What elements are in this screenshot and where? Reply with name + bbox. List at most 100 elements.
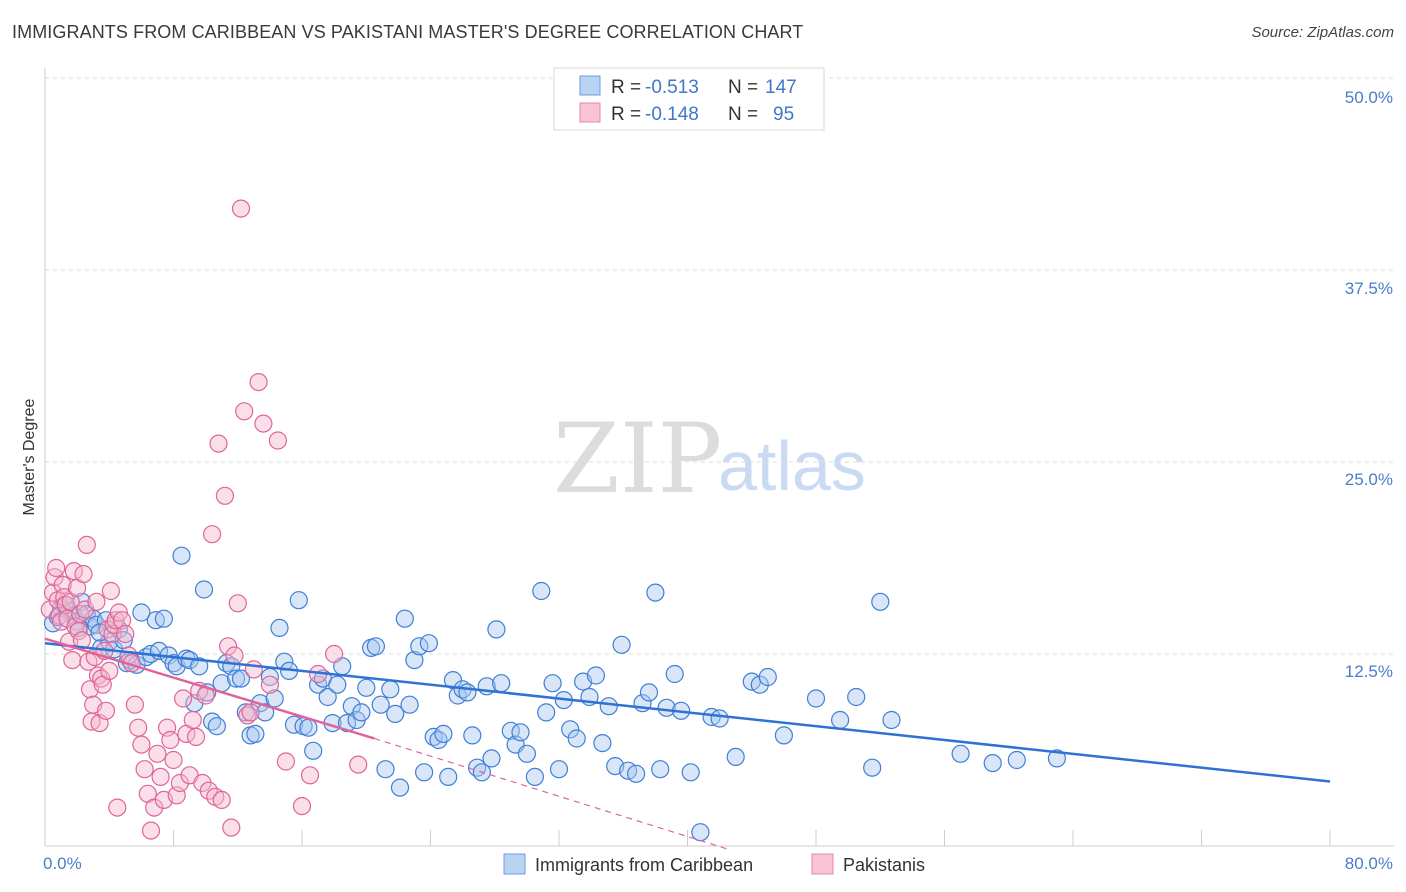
pakistani-point (219, 637, 238, 656)
caribbean-point (328, 675, 347, 694)
caribbean-point (236, 703, 255, 722)
caribbean-point (710, 709, 729, 728)
caribbean-point (352, 703, 371, 722)
watermark-atlas: atlas (718, 427, 866, 505)
pakistani-point (63, 650, 82, 670)
source-label: Source: ZipAtlas.com (1251, 24, 1394, 41)
caribbean-point (381, 680, 400, 699)
caribbean-point (517, 744, 537, 763)
pakistani-point (276, 752, 295, 771)
caribbean-point (882, 710, 901, 730)
caribbean-point (207, 717, 226, 736)
correlation-legend: R = -0.513 N = 147 R = -0.148 N = 95 (553, 67, 825, 131)
pakistani-point (292, 796, 312, 816)
caribbean-point (543, 674, 562, 693)
bottom-legend-label-caribbean: Immigrants from Caribbean (535, 855, 753, 875)
pakistani-point (325, 644, 344, 664)
pakistani-point (241, 703, 260, 722)
caribbean-point (284, 715, 304, 734)
caribbean-point (390, 778, 410, 797)
caribbean-point (612, 635, 631, 654)
caribbean-point (639, 683, 659, 702)
pakistani-point (161, 730, 180, 750)
pakistani-point (116, 624, 135, 644)
pakistani-point (225, 646, 244, 665)
legend-swatch-pakistani (579, 102, 601, 123)
pakistani-points (40, 199, 368, 840)
pakistani-point (56, 595, 76, 614)
caribbean-point (951, 744, 970, 763)
x-axis-ticks (44, 830, 1331, 846)
legend-swatch-caribbean (579, 75, 601, 96)
caribbean-point (758, 667, 777, 687)
pakistani-point (244, 660, 263, 679)
caribbean-point (830, 710, 850, 730)
legend-n-value-pakistani: 95 (773, 104, 794, 125)
caribbean-point (172, 546, 191, 565)
caribbean-point (132, 603, 151, 622)
caribbean-point (304, 741, 323, 760)
caribbean-point (415, 763, 434, 782)
pakistani-point (183, 710, 202, 730)
legend-r-value-caribbean: -0.513 (645, 77, 699, 98)
pakistani-trend-line (44, 637, 375, 740)
caribbean-point (599, 697, 618, 716)
legend-n-value-caribbean: 147 (765, 77, 797, 98)
caribbean-point (532, 581, 551, 601)
legend-r-value-pakistani: -0.148 (645, 104, 699, 125)
pakistani-point (300, 766, 320, 785)
legend-r-label-caribbean: R = (611, 77, 641, 98)
pakistani-point (222, 818, 241, 837)
caribbean-point (458, 683, 477, 702)
caribbean-point (482, 749, 501, 768)
y-axis-label: Master's Degree (21, 398, 38, 515)
caribbean-point (400, 695, 419, 714)
caribbean-point (342, 697, 361, 716)
caribbean-point (871, 592, 890, 611)
pakistani-point (212, 790, 231, 810)
y-tick-label-50: 50.0% (1345, 88, 1393, 107)
caribbean-point (289, 591, 308, 610)
caribbean-point (487, 620, 506, 639)
caribbean-point (983, 753, 1002, 773)
caribbean-point (231, 669, 251, 688)
y-tick-label-12-5: 12.5% (1345, 662, 1393, 681)
pakistani-point (151, 767, 170, 787)
pakistani-point (235, 402, 254, 421)
pakistani-point (88, 666, 108, 685)
chart-title: IMMIGRANTS FROM CARIBBEAN VS PAKISTANI M… (12, 22, 804, 42)
pakistani-point (268, 431, 287, 450)
pakistani-point (254, 414, 273, 433)
pakistani-point (141, 821, 161, 840)
caribbean-point (626, 764, 646, 783)
pakistani-point (148, 744, 167, 763)
caribbean-point (190, 657, 209, 676)
pakistani-point (145, 798, 164, 817)
caribbean-point (309, 675, 328, 694)
caribbean-point (646, 583, 665, 602)
caribbean-point (863, 758, 882, 777)
bottom-legend-label-pakistani: Pakistanis (843, 855, 925, 875)
pakistani-point (164, 750, 183, 770)
pakistani-trend-line-extension (374, 737, 728, 850)
pakistani-point (132, 735, 151, 754)
caribbean-point (419, 634, 438, 653)
caribbean-point (511, 723, 530, 742)
legend-n-label-caribbean: N = (728, 77, 758, 98)
watermark-zip: ZIP (553, 403, 722, 515)
caribbean-point (318, 687, 337, 707)
pakistani-point (260, 675, 279, 694)
x-tick-label-0: 0.0% (43, 854, 82, 873)
pakistani-point (249, 373, 268, 392)
caribbean-point (1007, 750, 1026, 770)
caribbean-point (586, 666, 606, 685)
pakistani-point (215, 486, 234, 505)
bottom-legend-swatch-pakistani (811, 853, 834, 875)
caribbean-point (194, 580, 214, 599)
pakistani-point (238, 706, 257, 725)
y-tick-label-37-5: 37.5% (1345, 279, 1393, 298)
pakistani-point (96, 701, 116, 720)
series-legend: Immigrants from Caribbean Pakistanis (503, 853, 925, 875)
x-tick-label-80: 80.0% (1345, 854, 1393, 873)
